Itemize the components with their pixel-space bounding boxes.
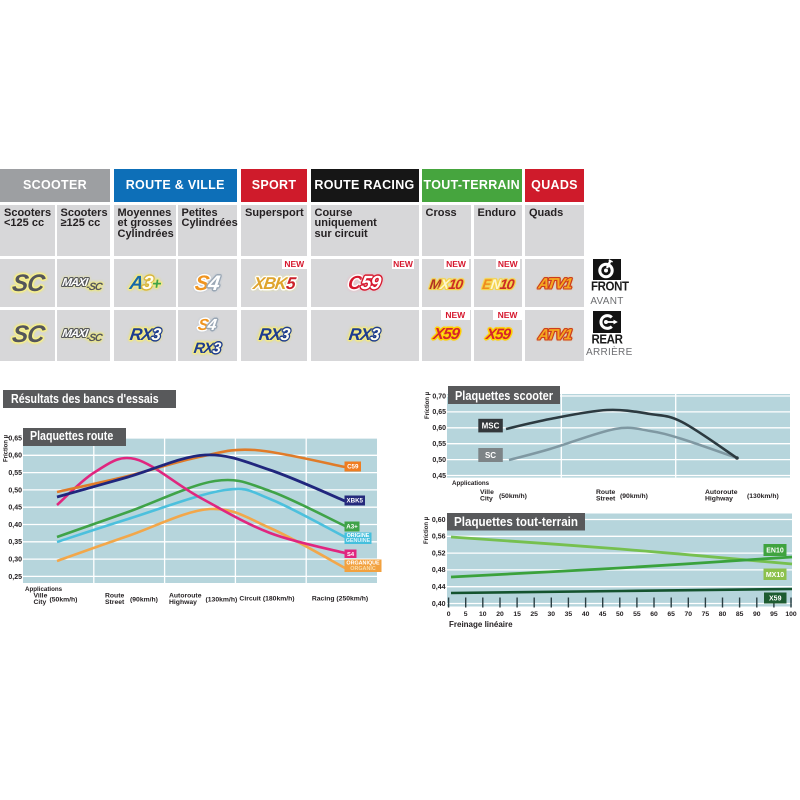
- svg-text:0: 0: [447, 611, 451, 618]
- svg-text:80: 80: [719, 611, 727, 618]
- svg-text:Route: Route: [105, 593, 124, 600]
- svg-text:0,60: 0,60: [432, 425, 446, 432]
- svg-text:X59: X59: [769, 596, 782, 603]
- svg-text:GENUINE: GENUINE: [346, 538, 371, 544]
- svg-text:City: City: [34, 599, 47, 606]
- svg-text:(130km/h): (130km/h): [206, 597, 238, 604]
- svg-text:0,25: 0,25: [8, 574, 22, 581]
- svg-text:0,65: 0,65: [432, 409, 446, 416]
- svg-text:Ville: Ville: [480, 489, 494, 496]
- svg-text:0,65: 0,65: [8, 435, 22, 442]
- svg-text:85: 85: [736, 611, 744, 618]
- svg-text:75: 75: [702, 611, 710, 618]
- svg-text:XBK5: XBK5: [346, 498, 363, 505]
- svg-text:ORIGINE: ORIGINE: [347, 533, 370, 539]
- svg-text:(50km/h): (50km/h): [499, 493, 527, 500]
- svg-text:60: 60: [650, 611, 658, 618]
- svg-text:0,44: 0,44: [432, 584, 446, 591]
- svg-text:0,40: 0,40: [8, 522, 22, 529]
- svg-text:0,45: 0,45: [8, 505, 22, 512]
- svg-text:Autoroute: Autoroute: [705, 489, 738, 496]
- svg-text:(90km/h): (90km/h): [620, 493, 648, 500]
- svg-text:Fríction µ: Fríction µ: [424, 516, 430, 544]
- svg-text:S4: S4: [347, 552, 355, 558]
- svg-text:0,40: 0,40: [432, 601, 446, 608]
- svg-text:C59: C59: [347, 464, 359, 471]
- svg-text:20: 20: [496, 611, 504, 618]
- svg-text:35: 35: [565, 611, 573, 618]
- svg-text:0,48: 0,48: [432, 567, 446, 574]
- svg-text:10: 10: [479, 611, 487, 618]
- svg-text:(130km/h): (130km/h): [747, 493, 779, 500]
- svg-text:70: 70: [685, 611, 693, 618]
- svg-text:Fríction µ: Fríction µ: [425, 391, 431, 419]
- svg-text:Autoroute: Autoroute: [169, 593, 202, 600]
- svg-text:15: 15: [513, 611, 521, 618]
- svg-text:50: 50: [616, 611, 624, 618]
- svg-text:Applications: Applications: [452, 480, 490, 487]
- svg-text:40: 40: [582, 611, 590, 618]
- svg-text:Highway: Highway: [705, 496, 733, 503]
- svg-text:Fríction µ: Fríction µ: [4, 434, 10, 462]
- svg-text:City: City: [480, 496, 493, 503]
- svg-text:Plaquettes scooter: Plaquettes scooter: [455, 389, 553, 403]
- svg-text:Racing (250km/h): Racing (250km/h): [312, 596, 368, 603]
- svg-text:(90km/h): (90km/h): [130, 597, 158, 604]
- svg-text:ORGANIC: ORGANIC: [350, 566, 376, 572]
- svg-text:0,45: 0,45: [432, 473, 446, 480]
- svg-text:(50km/h): (50km/h): [50, 597, 78, 604]
- svg-text:Applications: Applications: [25, 586, 63, 593]
- svg-text:Street: Street: [596, 496, 616, 503]
- svg-text:Street: Street: [105, 599, 125, 606]
- svg-text:55: 55: [633, 611, 641, 618]
- svg-text:Plaquettes tout-terrain: Plaquettes tout-terrain: [454, 515, 578, 529]
- svg-text:0,60: 0,60: [8, 453, 22, 460]
- svg-text:0,56: 0,56: [432, 534, 446, 541]
- svg-text:100: 100: [785, 611, 797, 618]
- svg-text:30: 30: [548, 611, 556, 618]
- svg-text:0,50: 0,50: [8, 487, 22, 494]
- svg-text:ORGANIQUE: ORGANIQUE: [346, 560, 380, 566]
- svg-text:90: 90: [753, 611, 761, 618]
- svg-text:25: 25: [530, 611, 538, 618]
- svg-text:Highway: Highway: [169, 599, 197, 606]
- svg-text:Ville: Ville: [34, 593, 48, 600]
- svg-text:Freinage linéaire: Freinage linéaire: [449, 620, 513, 629]
- svg-text:Route: Route: [596, 489, 615, 496]
- svg-text:65: 65: [667, 611, 675, 618]
- svg-text:5: 5: [464, 611, 468, 618]
- svg-text:Circuit (180km/h): Circuit (180km/h): [239, 596, 294, 603]
- svg-text:SC: SC: [485, 451, 496, 460]
- svg-text:MSC: MSC: [482, 421, 500, 430]
- svg-text:0,52: 0,52: [432, 550, 446, 557]
- svg-text:0,35: 0,35: [8, 539, 22, 546]
- svg-text:A3+: A3+: [346, 524, 358, 531]
- svg-text:0,55: 0,55: [432, 441, 446, 448]
- svg-text:0,60: 0,60: [432, 517, 446, 524]
- svg-text:0,30: 0,30: [8, 557, 22, 564]
- svg-text:45: 45: [599, 611, 607, 618]
- svg-text:95: 95: [770, 611, 778, 618]
- svg-text:0,55: 0,55: [8, 470, 22, 477]
- svg-text:MX10: MX10: [766, 572, 784, 579]
- svg-text:0,70: 0,70: [432, 393, 446, 400]
- svg-text:EN10: EN10: [766, 548, 784, 555]
- svg-text:0,50: 0,50: [432, 457, 446, 464]
